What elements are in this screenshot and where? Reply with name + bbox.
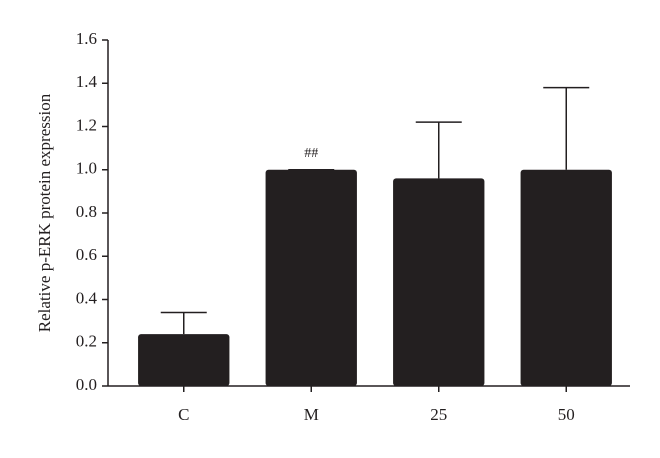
y-tick-label: 0.8 (76, 202, 97, 221)
y-tick-label: 0.4 (76, 288, 98, 307)
annotation: ## (304, 146, 318, 161)
bar (393, 178, 485, 386)
bar (265, 169, 357, 386)
y-tick-label: 1.0 (76, 159, 97, 178)
y-tick-label: 1.2 (76, 115, 97, 134)
y-tick-label: 0.0 (76, 375, 97, 394)
y-tick-label: 1.4 (76, 72, 98, 91)
bar (520, 169, 612, 386)
y-tick-label: 0.6 (76, 245, 97, 264)
x-tick-label: C (178, 405, 189, 424)
bar (138, 334, 230, 386)
y-tick-label: 1.6 (76, 29, 97, 48)
x-tick-label: M (304, 405, 319, 424)
x-tick-label: 25 (430, 405, 447, 424)
y-tick-label: 0.2 (76, 332, 97, 351)
x-tick-label: 50 (558, 405, 575, 424)
y-axis-label: Relative p-ERK protein expression (35, 93, 54, 332)
